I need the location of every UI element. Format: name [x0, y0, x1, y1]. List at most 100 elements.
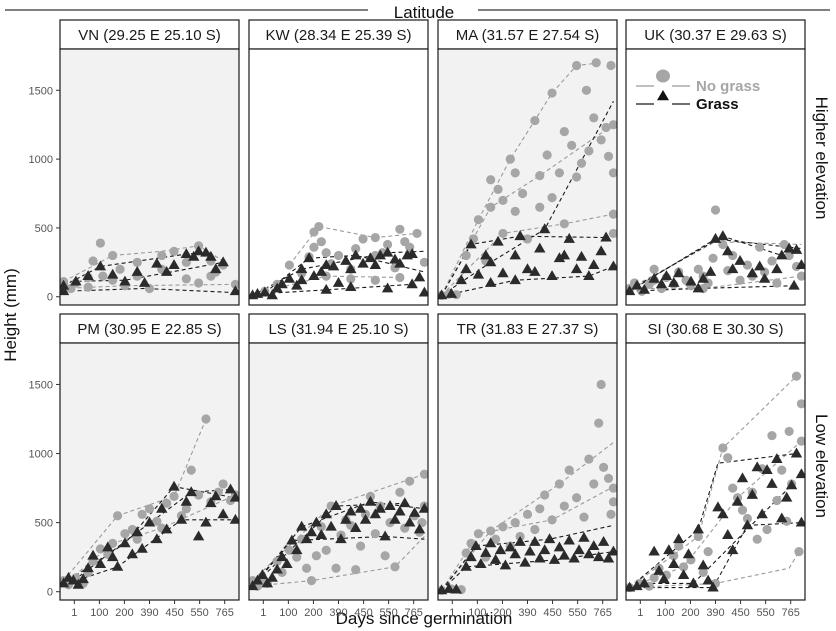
no-grass-point: [461, 548, 471, 558]
x-tick-label: 390: [706, 607, 724, 619]
no-grass-point: [517, 188, 528, 199]
y-axis-label: Height (mm): [1, 268, 20, 362]
no-grass-line: [63, 418, 207, 582]
y-tick-label: 1000: [29, 154, 53, 166]
grass-point: [308, 270, 320, 280]
grass-point: [472, 268, 485, 279]
no-grass-point: [108, 250, 118, 261]
no-grass-point: [193, 278, 204, 288]
grass-point: [131, 526, 143, 537]
no-grass-point: [522, 234, 533, 244]
plot-area: [249, 469, 428, 591]
no-grass-point: [571, 172, 582, 182]
x-tick-label: 765: [594, 607, 612, 619]
x-tick-label: 765: [405, 607, 423, 619]
grass-point: [369, 259, 382, 269]
no-grass-point: [370, 232, 380, 243]
grass-point: [229, 285, 239, 296]
grass-point: [325, 520, 337, 531]
no-grass-point: [132, 534, 142, 544]
no-grass-point: [571, 60, 582, 71]
grass-point: [709, 232, 722, 243]
grass-point: [682, 548, 695, 559]
x-tick-label: 450: [543, 607, 561, 619]
site-strip: [248, 313, 429, 344]
grass-point: [692, 523, 705, 534]
grass-point: [327, 260, 340, 271]
panel-3: UK (30.37 E 29.63 S): [625, 19, 806, 306]
grass-point: [332, 276, 345, 287]
no-grass-point: [98, 271, 108, 281]
grass-point: [399, 497, 411, 508]
x-tick-label: 1: [449, 607, 455, 619]
grass-point: [648, 545, 660, 556]
plot-background: [60, 49, 239, 305]
no-grass-point: [608, 497, 617, 507]
no-grass-point: [559, 501, 569, 511]
grass-point: [600, 231, 612, 242]
row-label-higher-elevation: Higher elevation: [812, 97, 831, 220]
no-grass-point: [333, 250, 344, 261]
no-grass-point: [779, 239, 789, 250]
grass-point: [726, 263, 739, 274]
grass-point: [271, 563, 283, 574]
site-strip: [59, 19, 240, 50]
grass-point: [655, 278, 668, 289]
grass-point: [364, 252, 377, 263]
panel-2: MA (31.57 E 27.54 S): [437, 19, 618, 306]
no-grass-point: [152, 516, 162, 526]
no-grass-point: [284, 545, 295, 555]
grass-point: [102, 541, 114, 552]
grass-point: [543, 533, 556, 544]
no-grass-point: [346, 274, 356, 284]
grass-point: [408, 506, 421, 517]
grass-point: [389, 513, 401, 524]
no-grass-point: [358, 234, 368, 244]
grass-point: [261, 577, 274, 588]
no-grass-point: [95, 238, 106, 248]
site-label: UK (30.37 E 29.63 S): [644, 27, 787, 44]
no-grass-point: [132, 257, 142, 267]
plot-area: [626, 205, 805, 296]
no-grass-point: [571, 493, 582, 503]
no-grass-point: [698, 567, 708, 577]
x-tick-label: 550: [568, 607, 586, 619]
no-grass-point: [314, 221, 324, 232]
grass-point: [480, 249, 492, 260]
grass-point: [780, 491, 793, 502]
grass-point: [151, 533, 163, 544]
no-grass-point: [505, 154, 515, 164]
grass-line: [63, 261, 224, 283]
grass-point: [369, 508, 382, 519]
grass-point: [465, 551, 477, 562]
grass-point: [413, 271, 426, 282]
no-grass-point: [589, 479, 599, 489]
grass-point: [575, 250, 588, 261]
grass-point: [736, 472, 749, 483]
plot-area: [60, 414, 239, 590]
plot-area: [249, 221, 428, 300]
no-grass-point: [674, 541, 684, 551]
grass-point: [509, 274, 521, 285]
plot-background: [60, 343, 239, 600]
grass-point: [175, 513, 188, 524]
x-tick-label: 390: [140, 607, 158, 619]
no-grass-point: [608, 120, 617, 130]
no-grass-line: [441, 213, 614, 296]
grass-point: [384, 500, 396, 510]
no-grass-point: [589, 113, 599, 123]
no-grass-point: [309, 242, 319, 252]
x-tick-label: 1: [71, 607, 77, 619]
grass-point: [697, 559, 709, 570]
grass-point: [379, 530, 391, 541]
site-label: VN (29.25 E 25.10 S): [78, 27, 221, 44]
grass-point: [484, 256, 497, 267]
plot-area: [438, 379, 617, 595]
grass-point: [87, 549, 99, 560]
grass-line: [252, 501, 425, 587]
legend-no-grass-marker: [656, 69, 670, 83]
no-grass-point: [772, 495, 782, 506]
no-grass-point: [796, 271, 805, 281]
no-grass-point: [144, 504, 155, 514]
grass-point: [497, 267, 509, 278]
